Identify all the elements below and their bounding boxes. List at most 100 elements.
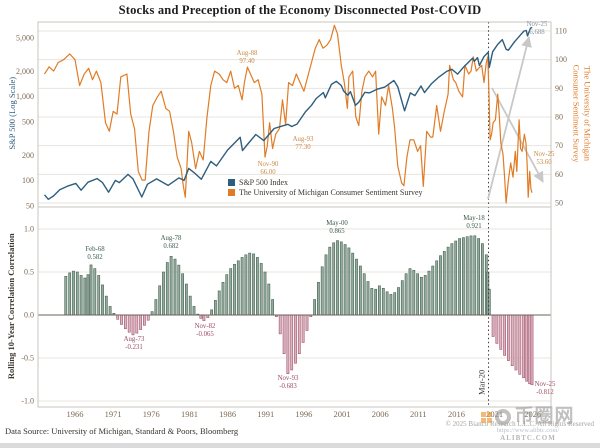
correlation-bar — [104, 295, 108, 316]
bottom-panel-border — [37, 206, 552, 408]
correlation-bar — [192, 306, 196, 316]
point-annotation: Nov-90 66.00 — [258, 161, 279, 176]
correlation-bar — [469, 235, 473, 316]
sp500-legend-label: S&P 500 Index — [239, 177, 289, 187]
correlation-bar — [79, 275, 83, 316]
correlation-bar — [408, 268, 412, 316]
correlation-axis-tick: 0.0 — [24, 311, 34, 320]
right-axis-title-line1: The University of Michigan — [582, 65, 593, 162]
correlation-bar — [202, 314, 206, 321]
correlation-bar — [236, 260, 240, 316]
correlation-bar — [294, 314, 297, 364]
correlation-bar — [381, 288, 385, 316]
correlation-bar — [290, 314, 294, 371]
sentiment-line — [43, 24, 533, 204]
correlation-bar — [259, 263, 263, 316]
sentiment-legend-swatch — [228, 189, 235, 197]
correlation-bar — [320, 266, 324, 316]
year-axis-tick: 2016 — [448, 409, 465, 419]
correlation-bar — [450, 243, 454, 316]
year-axis-tick: 2011 — [410, 409, 427, 419]
correlation-bar — [465, 236, 469, 316]
correlation-bar — [442, 251, 446, 316]
point-annotation: Aug-73 -0.231 — [124, 336, 145, 351]
correlation-axis-tick: -0.5 — [21, 354, 34, 363]
correlation-bar — [229, 268, 233, 316]
year-axis-tick: 2001 — [334, 409, 351, 419]
watermark: 币圈网 https://www.alibtc.com/ ALIBTC.COM — [458, 407, 598, 442]
correlation-bar — [256, 257, 259, 316]
year-axis-tick: 1976 — [143, 409, 160, 419]
correlation-bar — [135, 314, 139, 334]
data-source-note: Data Source: University of Michigan, Sta… — [5, 426, 239, 436]
correlation-bar — [221, 282, 225, 316]
correlation-bar — [336, 240, 339, 316]
correlation-bar — [423, 275, 427, 316]
correlation-bar — [154, 299, 158, 316]
correlation-bar — [143, 314, 146, 326]
legend-item-sentiment: The University of Michigan Consumer Sent… — [228, 188, 423, 199]
correlation-bar — [412, 270, 416, 316]
correlation-bar — [324, 254, 328, 316]
correlation-bar — [188, 295, 192, 316]
point-annotation: May-00 0.865 — [326, 220, 348, 235]
point-annotation: Nov-25 6,688 — [527, 21, 548, 36]
correlation-bar — [278, 314, 282, 335]
correlation-bar — [199, 314, 203, 319]
correlation-bar — [89, 264, 93, 316]
watermark-brand-cn: 币圈网 — [514, 406, 575, 427]
point-annotation: Aug-88 97.40 — [237, 50, 258, 65]
watermark-brand-en: ALIBTC.COM — [500, 434, 556, 442]
year-axis-tick: 1996 — [295, 409, 312, 419]
year-axis-tick: 1991 — [257, 409, 274, 419]
correlation-bar — [355, 258, 358, 316]
correlation-bar — [530, 314, 534, 386]
correlation-bar — [173, 258, 177, 316]
correlation-bar — [343, 244, 347, 316]
correlation-bar — [420, 276, 423, 316]
correlation-bar — [427, 270, 431, 316]
sentiment-axis-tick: 100 — [555, 55, 567, 64]
correlation-bar — [374, 288, 377, 316]
correlation-bar — [267, 283, 271, 316]
sp500-legend-swatch — [228, 178, 235, 186]
correlation-bar — [301, 314, 305, 343]
correlation-bar — [286, 314, 290, 374]
correlation-bar — [525, 314, 529, 382]
sentiment-axis-tick: 50 — [555, 199, 563, 208]
correlation-bar — [522, 314, 525, 379]
watermark-strip — [0, 443, 600, 448]
watermark-url: https://www.alibtc.com/ — [496, 427, 560, 434]
correlation-bar — [214, 300, 217, 316]
correlation-bar — [347, 247, 351, 316]
year-axis-tick: 1981 — [181, 409, 198, 419]
correlation-bars — [64, 235, 534, 386]
point-annotation: Aug-78 0.682 — [161, 235, 182, 250]
correlation-bar — [404, 273, 408, 316]
correlation-bar — [86, 274, 90, 316]
watermark-logo-row: 币圈网 — [458, 407, 598, 427]
point-annotation: Nov-93 -0.683 — [278, 375, 299, 390]
correlation-bar — [431, 265, 435, 316]
correlation-bar — [397, 287, 400, 316]
correlation-bar — [131, 314, 135, 336]
correlation-bar — [495, 314, 499, 344]
sp500-axis-tick: 200 — [22, 151, 34, 160]
correlation-bar — [217, 290, 221, 316]
correlation-bar — [124, 314, 127, 330]
correlation-bar — [177, 264, 181, 316]
copyright-note: © 2025 Bianco Research L.L.C. All Rights… — [445, 420, 594, 428]
correlation-bar — [499, 314, 503, 350]
year-axis-tick: 2026 — [524, 409, 541, 419]
correlation-bar — [458, 238, 461, 316]
correlation-axis-tick: 1.0 — [24, 225, 34, 234]
correlation-axis-tick: 0.5 — [24, 268, 34, 277]
correlation-bar — [328, 246, 332, 316]
correlation-bar — [518, 314, 522, 375]
sentiment-axis-tick: 60 — [555, 170, 563, 179]
correlation-bar — [263, 271, 267, 316]
sp500-axis-tick: 50 — [26, 202, 34, 211]
correlation-bar — [282, 314, 286, 354]
year-axis-tick: 1971 — [105, 409, 122, 419]
legend-item-sp500: S&P 500 Index — [228, 177, 423, 188]
